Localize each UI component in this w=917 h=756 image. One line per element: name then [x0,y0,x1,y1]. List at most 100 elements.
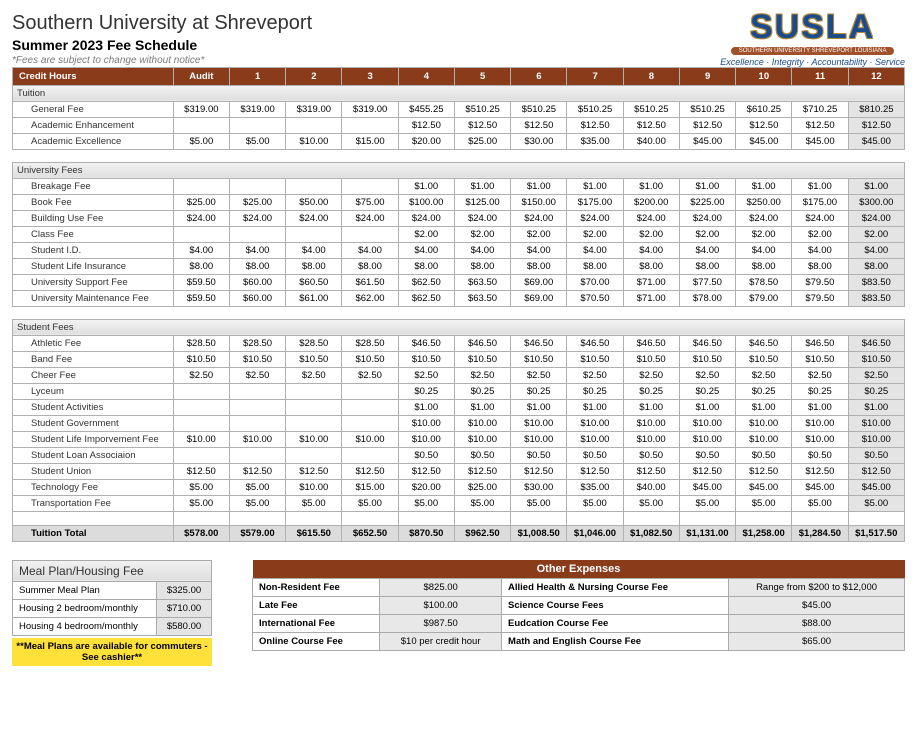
cell: $2.50 [679,367,735,383]
cell: $455.25 [398,101,454,117]
cell: $10.00 [511,431,567,447]
cell: $10.00 [679,415,735,431]
fee-table: University FeesBreakage Fee$1.00$1.00$1.… [12,162,905,307]
cell: $4.00 [173,242,229,258]
row-label: Building Use Fee [13,210,174,226]
cell: $28.50 [229,335,285,351]
meal-note: **Meal Plans are available for commuters… [12,638,212,666]
cell: $2.00 [736,226,792,242]
cell: $1.00 [511,399,567,415]
cell: $4.00 [511,242,567,258]
table-row: Student Life Insurance$8.00$8.00$8.00$8.… [13,258,905,274]
cell: $8.00 [792,258,848,274]
cell: $5.00 [173,133,229,149]
cell: $46.50 [736,335,792,351]
page-subtitle: Summer 2023 Fee Schedule [12,37,312,53]
col-header: 6 [511,67,567,85]
cell: $0.25 [792,383,848,399]
cell [173,178,229,194]
cell: $319.00 [286,101,342,117]
cell: $10.50 [342,351,398,367]
cell: $8.00 [173,258,229,274]
cell: $510.25 [454,101,510,117]
logo-tagline: Excellence · Integrity · Accountability … [720,57,905,67]
cell [229,117,285,133]
cell: $12.50 [792,117,848,133]
total-label: Tuition Total [13,525,174,541]
cell: $35.00 [567,133,623,149]
cell: $1.00 [398,178,454,194]
other-title: Other Expenses [253,560,905,579]
cell: $300.00 [848,194,904,210]
cell: $2.00 [567,226,623,242]
table-row: Student Life Imporvement Fee$10.00$10.00… [13,431,905,447]
other-label: Online Course Fee [253,632,380,650]
table-row: Student Loan Associaion$0.50$0.50$0.50$0… [13,447,905,463]
cell: $45.00 [848,133,904,149]
cell [229,383,285,399]
cell [342,447,398,463]
cell: $2.00 [848,226,904,242]
table-row: Class Fee$2.00$2.00$2.00$2.00$2.00$2.00$… [13,226,905,242]
cell: $46.50 [679,335,735,351]
table-row: University Maintenance Fee$59.50$60.00$6… [13,290,905,306]
cell: $10.00 [454,431,510,447]
cell: $5.00 [398,495,454,511]
meal-value: $580.00 [157,617,212,635]
total-cell: $1,258.00 [736,525,792,541]
cell: $5.00 [229,479,285,495]
row-label: Technology Fee [13,479,174,495]
cell: $1.00 [567,399,623,415]
cell [342,178,398,194]
other-label: Science Course Fees [502,596,729,614]
cell: $250.00 [736,194,792,210]
cell: $46.50 [623,335,679,351]
cell: $5.00 [511,495,567,511]
cell: $12.50 [398,463,454,479]
row-label: Lyceum [13,383,174,399]
fee-table: Credit HoursAudit123456789101112TuitionG… [12,67,905,150]
total-row: Tuition Total$578.00$579.00$615.50$652.5… [13,525,905,541]
cell: $10.00 [623,415,679,431]
row-label: Academic Enhancement [13,117,174,133]
cell: $2.00 [792,226,848,242]
row-label: Breakage Fee [13,178,174,194]
table-row: Technology Fee$5.00$5.00$10.00$15.00$20.… [13,479,905,495]
cell: $0.25 [623,383,679,399]
cell: $2.50 [286,367,342,383]
meal-row: Housing 4 bedroom/monthly$580.00 [13,617,212,635]
cell: $46.50 [454,335,510,351]
cell: $10.00 [792,431,848,447]
other-label: Non-Resident Fee [253,578,380,596]
total-cell: $1,284.50 [792,525,848,541]
cell: $10.50 [173,351,229,367]
cell [342,117,398,133]
cell [173,447,229,463]
meal-title: Meal Plan/Housing Fee [13,560,212,581]
other-label: International Fee [253,614,380,632]
cell: $70.00 [567,274,623,290]
table-row: Academic Excellence$5.00$5.00$10.00$15.0… [13,133,905,149]
cell [173,399,229,415]
cell: $10.00 [679,431,735,447]
total-cell: $652.50 [342,525,398,541]
table-row: Academic Enhancement$12.50$12.50$12.50$1… [13,117,905,133]
cell: $62.00 [342,290,398,306]
cell: $62.50 [398,274,454,290]
cell: $150.00 [511,194,567,210]
cell: $1.00 [398,399,454,415]
cell: $2.00 [454,226,510,242]
cell [229,178,285,194]
cell [173,117,229,133]
cell: $0.25 [511,383,567,399]
cell: $45.00 [736,133,792,149]
cell: $0.50 [398,447,454,463]
row-label: Student Activities [13,399,174,415]
cell: $125.00 [454,194,510,210]
cell: $5.00 [848,495,905,511]
cell: $4.00 [679,242,735,258]
page-header: Southern University at Shreveport Summer… [12,12,905,67]
row-label: Student I.D. [13,242,174,258]
cell: $10.00 [229,431,285,447]
cell: $5.00 [454,495,510,511]
